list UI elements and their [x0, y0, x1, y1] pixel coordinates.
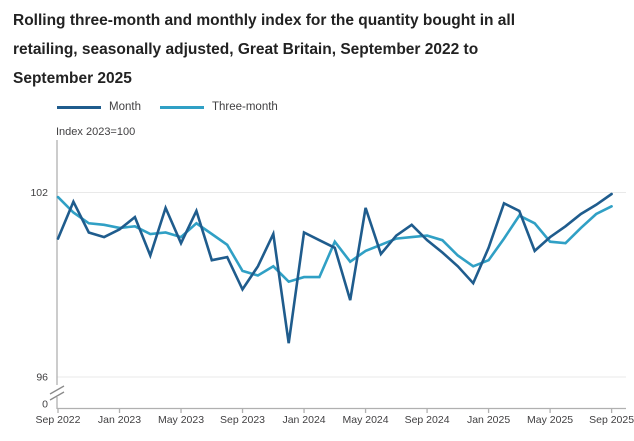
legend-label-three-month: Three-month	[211, 101, 278, 113]
three-month-line	[56, 195, 613, 284]
chart-title: Rolling three-month and monthly index fo…	[13, 6, 619, 93]
y-tick-label-0: 0	[42, 399, 48, 411]
chart-legend: Month Three-month	[57, 101, 278, 113]
legend-label-month: Month	[109, 101, 141, 113]
x-tick-label: Sep 2024	[405, 414, 450, 426]
month-line-swatch	[57, 105, 101, 109]
month-line	[56, 192, 613, 344]
legend-item-three-month: Three-month	[159, 101, 278, 113]
axis-break-slash	[49, 391, 65, 401]
y-tick-label-96: 96	[36, 372, 48, 384]
x-tick-label: Jan 2023	[98, 414, 141, 426]
x-tick-label: Sep 2023	[220, 414, 265, 426]
x-tick-label: Sep 2025	[589, 414, 634, 426]
x-tick-label: Jan 2024	[282, 414, 325, 426]
chart-title-line-1: Rolling three-month and monthly index fo…	[13, 12, 516, 29]
chart-title-line-2: retailing, seasonally adjusted, Great Br…	[13, 41, 479, 58]
x-tick-label: May 2023	[158, 414, 204, 426]
chart-title-line-3: September 2025	[13, 70, 132, 87]
x-tick-label: May 2024	[342, 414, 388, 426]
y-axis-unit-label: Index 2023=100	[56, 126, 136, 138]
x-tick-label: May 2025	[527, 414, 573, 426]
legend-item-month: Month	[57, 101, 141, 113]
axis-break-slash	[49, 385, 65, 395]
y-tick-label-102: 102	[30, 187, 48, 199]
x-tick-label: Sep 2022	[36, 414, 81, 426]
three-month-line-swatch	[159, 105, 204, 109]
x-tick-label: Jan 2025	[467, 414, 510, 426]
